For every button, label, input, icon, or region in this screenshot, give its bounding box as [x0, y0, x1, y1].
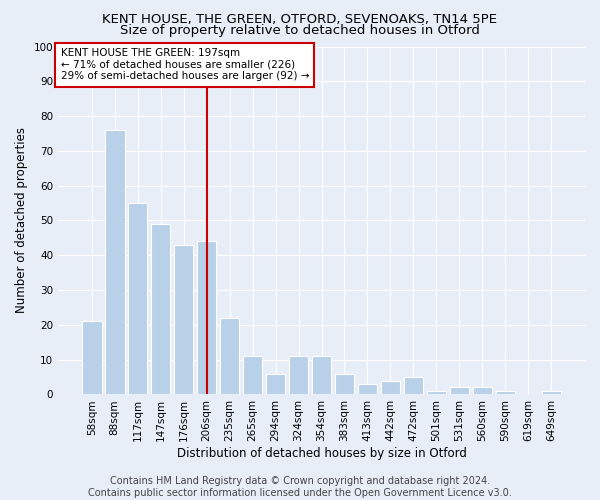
- Bar: [243, 356, 262, 395]
- Text: KENT HOUSE, THE GREEN, OTFORD, SEVENOAKS, TN14 5PE: KENT HOUSE, THE GREEN, OTFORD, SEVENOAKS…: [103, 12, 497, 26]
- Text: Size of property relative to detached houses in Otford: Size of property relative to detached ho…: [120, 24, 480, 37]
- Bar: [449, 388, 469, 394]
- Bar: [174, 245, 193, 394]
- Bar: [496, 391, 515, 394]
- Bar: [473, 388, 492, 394]
- Bar: [197, 242, 217, 394]
- X-axis label: Distribution of detached houses by size in Otford: Distribution of detached houses by size …: [176, 447, 466, 460]
- Bar: [404, 377, 423, 394]
- Bar: [289, 356, 308, 395]
- Bar: [542, 391, 561, 394]
- Bar: [335, 374, 354, 394]
- Bar: [128, 203, 148, 394]
- Bar: [380, 380, 400, 394]
- Bar: [266, 374, 286, 394]
- Bar: [105, 130, 125, 394]
- Bar: [427, 391, 446, 394]
- Bar: [220, 318, 239, 394]
- Y-axis label: Number of detached properties: Number of detached properties: [15, 128, 28, 314]
- Bar: [312, 356, 331, 395]
- Text: Contains HM Land Registry data © Crown copyright and database right 2024.
Contai: Contains HM Land Registry data © Crown c…: [88, 476, 512, 498]
- Bar: [151, 224, 170, 394]
- Bar: [82, 322, 101, 394]
- Text: KENT HOUSE THE GREEN: 197sqm
← 71% of detached houses are smaller (226)
29% of s: KENT HOUSE THE GREEN: 197sqm ← 71% of de…: [61, 48, 309, 82]
- Bar: [358, 384, 377, 394]
